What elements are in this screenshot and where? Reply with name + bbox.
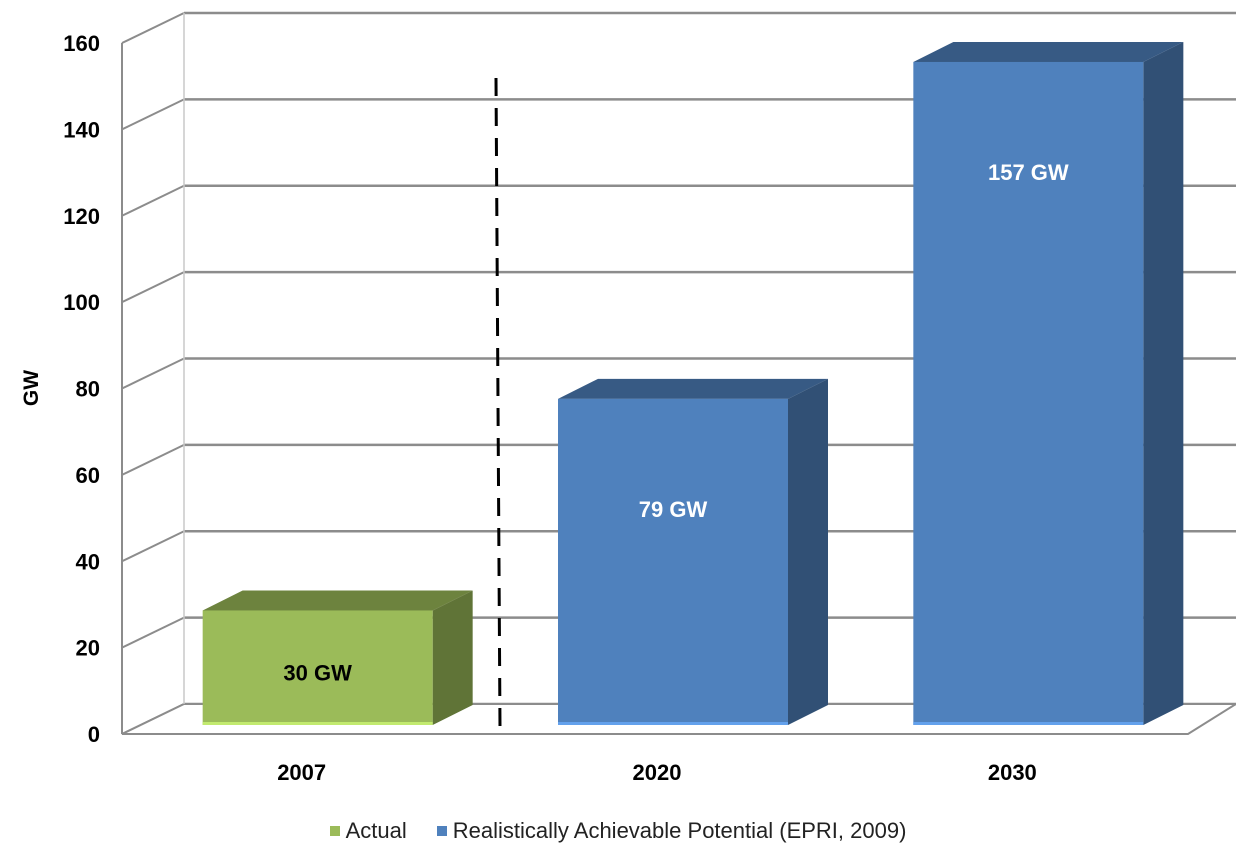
data-label-2020: 79 GW bbox=[639, 497, 708, 522]
legend-swatch-potential bbox=[436, 826, 447, 836]
bar-top-2030 bbox=[913, 41, 1184, 62]
y-tick-label-3: 60 bbox=[76, 463, 100, 488]
bar-side-2007 bbox=[432, 590, 473, 725]
divider-line bbox=[494, 77, 502, 729]
y-tick-label-4: 80 bbox=[76, 377, 100, 402]
y-tick-label-0: 0 bbox=[88, 722, 100, 747]
gridline-side-5 bbox=[121, 271, 185, 304]
gridline-side-7 bbox=[121, 98, 185, 131]
y-tick-label-8: 160 bbox=[63, 31, 100, 56]
legend-item-potential: Realistically Achievable Potential (EPRI… bbox=[436, 818, 907, 844]
bar-top-2020 bbox=[558, 378, 828, 399]
legend-label-actual: Actual bbox=[345, 818, 407, 843]
legend-label-potential: Realistically Achievable Potential (EPRI… bbox=[452, 818, 907, 843]
gridline-side-3 bbox=[121, 443, 185, 476]
x-tick-label-2007: 2007 bbox=[277, 760, 326, 785]
bar-top-2007 bbox=[202, 590, 473, 611]
legend-swatch-actual bbox=[329, 826, 340, 836]
y-tick-label-2: 40 bbox=[76, 549, 100, 574]
gridline-side-4 bbox=[121, 357, 185, 390]
x-tick-label-2030: 2030 bbox=[988, 760, 1037, 785]
bar-side-2030 bbox=[1143, 41, 1184, 726]
y-axis-title: GW bbox=[20, 370, 43, 406]
legend: Actual Realistically Achievable Potentia… bbox=[0, 818, 1236, 844]
gridline-side-8 bbox=[121, 12, 185, 44]
y-tick-label-6: 120 bbox=[63, 204, 100, 229]
gridline-side-6 bbox=[121, 184, 185, 217]
gridline-side-2 bbox=[121, 530, 185, 563]
gridline-side-1 bbox=[121, 616, 185, 649]
data-label-2007: 30 GW bbox=[283, 660, 352, 685]
bar-side-2020 bbox=[788, 378, 828, 725]
y-tick-label-5: 100 bbox=[63, 290, 100, 315]
bar-2020 bbox=[558, 398, 788, 725]
y-tick-label-1: 20 bbox=[76, 636, 100, 661]
data-label-2030: 157 GW bbox=[988, 160, 1069, 185]
legend-item-actual: Actual bbox=[329, 818, 407, 844]
y-tick-label-7: 140 bbox=[63, 117, 100, 142]
bar-base-2030 bbox=[913, 722, 1144, 725]
bar-2007 bbox=[202, 610, 433, 725]
bar-base-2020 bbox=[558, 722, 788, 725]
bar-2030 bbox=[913, 61, 1144, 726]
x-tick-label-2020: 2020 bbox=[633, 760, 682, 785]
bar-base-2007 bbox=[202, 722, 433, 725]
